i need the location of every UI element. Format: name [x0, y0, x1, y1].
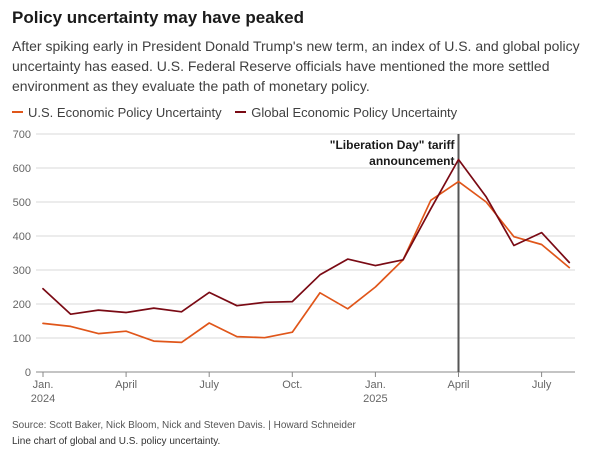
us-series-line — [42, 180, 571, 344]
legend-label-global: Global Economic Policy Uncertainty — [251, 104, 458, 120]
legend-label-us: U.S. Economic Policy Uncertainty — [28, 104, 222, 120]
source-note: Source: Scott Baker, Nick Bloom, Nick an… — [12, 420, 356, 431]
x-tick-label: Jan. — [33, 379, 54, 391]
legend: U.S. Economic Policy Uncertainty Global … — [12, 101, 467, 120]
global-series-line — [42, 158, 571, 316]
x-tick-label: Oct. — [282, 379, 302, 391]
legend-item-us: U.S. Economic Policy Uncertainty — [12, 105, 222, 120]
annotation-label: announcement — [369, 154, 454, 168]
y-tick-label: 200 — [13, 299, 31, 311]
y-tick-label: 500 — [13, 197, 31, 209]
x-tick-label: April — [447, 379, 469, 391]
y-tick-label: 100 — [13, 333, 31, 345]
y-tick-label: 0 — [25, 367, 31, 379]
chart-title: Policy uncertainty may have peaked — [12, 8, 304, 27]
x-tick-label: April — [115, 379, 137, 391]
x-tick-label: July — [532, 379, 552, 391]
annotation-label: "Liberation Day" tariff — [330, 138, 456, 152]
x-tick-year-label: 2024 — [31, 393, 55, 405]
x-tick-label: Jan. — [365, 379, 386, 391]
x-tick-year-label: 2025 — [363, 393, 387, 405]
y-tick-label: 300 — [13, 265, 31, 277]
line-chart: 0 100 200 300 400 500 600 700 Jan. 2024 April July O… — [13, 129, 575, 405]
x-tick-label: July — [199, 379, 219, 391]
y-tick-label: 400 — [13, 231, 31, 243]
legend-item-global: Global Economic Policy Uncertainty — [235, 105, 457, 120]
y-tick-label: 600 — [13, 163, 31, 175]
chart-description: Line chart of global and U.S. policy unc… — [12, 436, 221, 447]
y-tick-label: 700 — [13, 129, 31, 141]
chart-subtitle: After spiking early in President Donald … — [12, 38, 580, 94]
legend-swatch-us — [12, 111, 23, 113]
legend-swatch-global — [235, 111, 247, 113]
